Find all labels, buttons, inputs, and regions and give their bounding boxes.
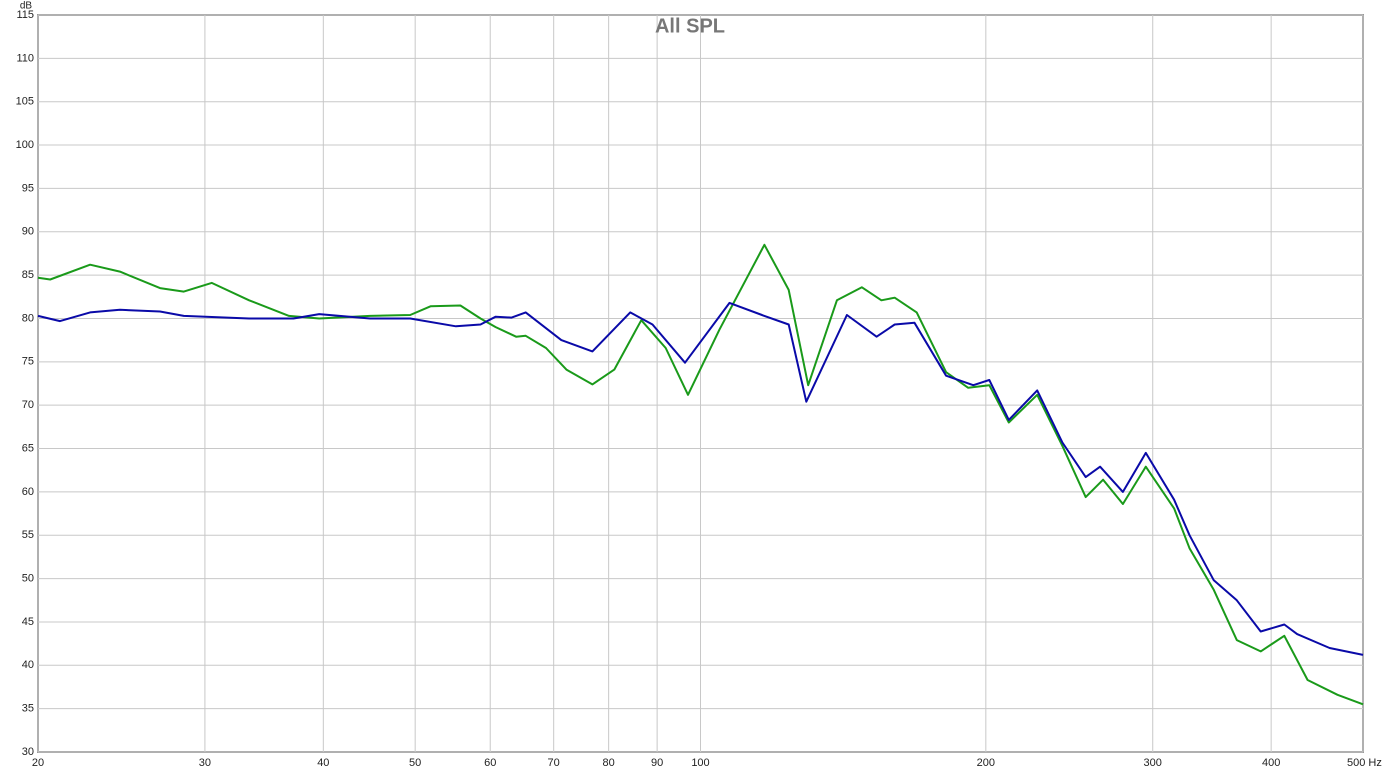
y-tick-label: 40: [22, 659, 34, 671]
y-tick-label: 100: [16, 139, 34, 151]
y-tick-label: 35: [22, 703, 34, 715]
x-tick-label: 500 Hz: [1347, 757, 1382, 769]
x-tick-label: 90: [651, 757, 663, 769]
y-tick-label: 70: [22, 399, 34, 411]
y-tick-label: 110: [16, 52, 34, 64]
y-tick-label: 90: [22, 226, 34, 238]
x-tick-label: 400: [1262, 757, 1280, 769]
x-tick-label: 20: [32, 757, 44, 769]
y-tick-label: 65: [22, 442, 34, 454]
y-tick-label: 45: [22, 616, 34, 628]
x-tick-label: 30: [199, 757, 211, 769]
y-tick-label: 95: [22, 182, 34, 194]
y-tick-label: 30: [22, 746, 34, 758]
chart-title: All SPL: [655, 15, 725, 37]
y-tick-label: 105: [16, 96, 34, 108]
x-tick-label: 40: [317, 757, 329, 769]
series-line: [37, 243, 1364, 706]
x-tick-label: 70: [548, 757, 560, 769]
x-tick-label: 200: [977, 757, 995, 769]
x-tick-label: 100: [691, 757, 709, 769]
y-tick-label: 55: [22, 529, 34, 541]
y-tick-label: 115: [16, 9, 34, 21]
series-line: [37, 301, 1364, 656]
x-tick-label: 50: [409, 757, 421, 769]
y-tick-label: 75: [22, 356, 34, 368]
x-tick-label: 80: [603, 757, 615, 769]
y-tick-label: 80: [22, 312, 34, 324]
y-tick-label: 60: [22, 486, 34, 498]
x-tick-label: 60: [484, 757, 496, 769]
y-tick-label: 85: [22, 269, 34, 281]
y-axis-label: dB: [20, 1, 33, 12]
y-tick-label: 50: [22, 572, 34, 584]
x-tick-label: 300: [1144, 757, 1162, 769]
